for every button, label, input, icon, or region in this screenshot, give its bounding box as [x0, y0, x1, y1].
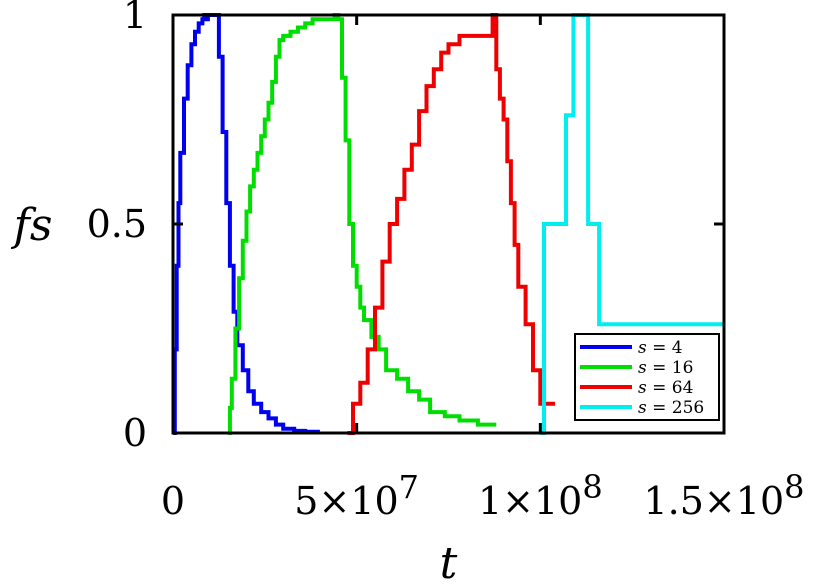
x-tick-label: 0	[161, 479, 185, 523]
legend: s = 4s = 16s = 64s = 256	[574, 333, 720, 421]
legend-label-variable: s	[638, 398, 647, 418]
series-line-s16	[227, 13, 497, 435]
x-axis-label: t	[440, 538, 458, 587]
x-tick-label-exponent: 8	[582, 468, 602, 506]
tick-layer	[173, 15, 724, 433]
x-tick-label: 5×107	[294, 468, 419, 523]
y-tick-label: 0	[123, 411, 147, 455]
x-tick-label-base: 5×10	[294, 479, 398, 523]
y-axis-label: fs	[11, 200, 53, 251]
legend-label-value: = 256	[647, 398, 705, 418]
legend-label-s256: s = 256	[638, 398, 704, 418]
legend-label-variable: s	[638, 378, 647, 398]
legend-label-value: = 16	[647, 358, 694, 378]
y-tick-label: 1	[123, 0, 147, 37]
legend-label-variable: s	[638, 358, 647, 378]
series-line-s64	[347, 13, 555, 435]
x-tick-label: 1×108	[478, 468, 603, 523]
legend-label-value: = 4	[647, 338, 683, 358]
x-tick-label-base: 0	[161, 479, 185, 523]
x-tick-label: 1.5×108	[644, 468, 805, 523]
y-tick-label: 0.5	[87, 202, 147, 246]
legend-label-value: = 64	[647, 378, 694, 398]
x-tick-label-exponent: 7	[399, 468, 419, 506]
x-tick-label-base: 1.5×10	[644, 479, 785, 523]
legend-label-s4: s = 4	[638, 338, 683, 358]
legend-label-variable: s	[638, 338, 647, 358]
legend-label-s64: s = 64	[638, 378, 693, 398]
legend-label-s16: s = 16	[638, 358, 693, 378]
x-tick-label-exponent: 8	[784, 468, 804, 506]
x-tick-label-base: 1×10	[478, 479, 582, 523]
